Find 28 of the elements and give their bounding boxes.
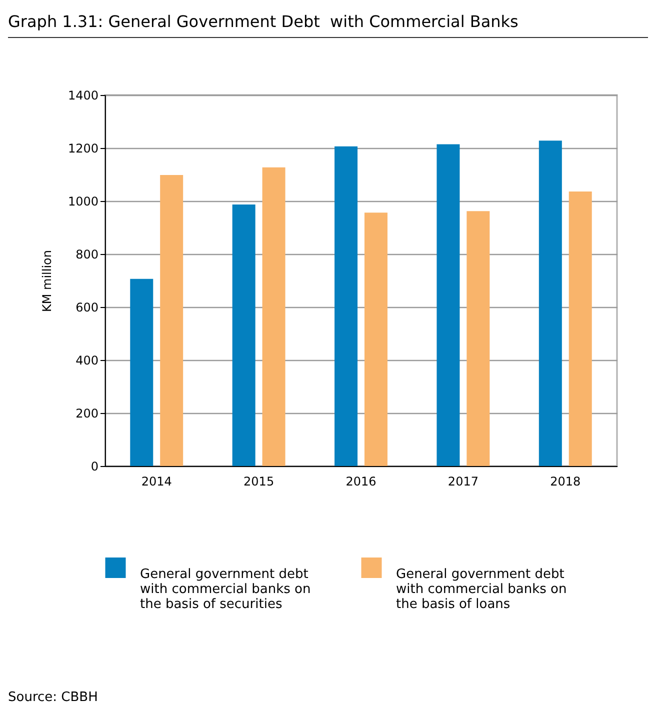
y-axis-title: KM million (40, 250, 54, 312)
y-tick-label: 0 (90, 460, 98, 474)
x-tick-label: 2015 (244, 474, 274, 488)
bar (334, 146, 358, 466)
x-tick-label: 2018 (550, 474, 581, 488)
x-tick-label: 2014 (141, 474, 172, 488)
y-tick-label: 1400 (68, 88, 98, 102)
y-tick-label: 400 (76, 354, 98, 368)
bar (568, 191, 592, 466)
source-note: Source: CBBH (8, 690, 98, 705)
x-tick-label: 2017 (448, 474, 478, 488)
bar (160, 175, 184, 466)
bar (364, 212, 388, 466)
y-tick-label: 1000 (68, 194, 98, 208)
bar (436, 144, 460, 466)
y-tick-label: 200 (76, 406, 98, 420)
bar (538, 140, 562, 466)
legend-label: General government debt with commercial banks on the basis of securities (140, 566, 311, 612)
bar (262, 167, 286, 466)
legend-label: General government debt with commercial banks on the basis of loans (396, 566, 567, 612)
bar (232, 204, 256, 466)
y-tick-label: 1200 (68, 142, 98, 156)
x-tick-label: 2016 (346, 474, 376, 488)
bar (466, 211, 490, 466)
y-tick-label: 600 (76, 300, 98, 314)
chart-title: Graph 1.31: General Government Debt with Commercial Banks (8, 12, 648, 38)
bar (130, 278, 154, 466)
y-tick-label: 800 (76, 248, 98, 262)
